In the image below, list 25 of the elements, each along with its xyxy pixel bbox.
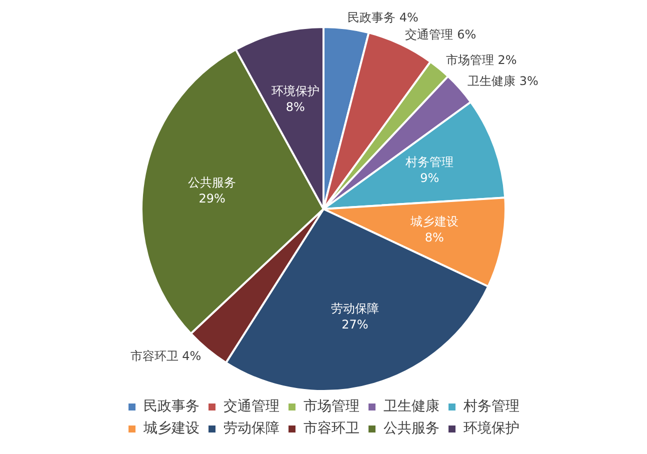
category-label: 交通管理 6% (405, 27, 476, 42)
legend-label: 环境保护 (464, 420, 520, 437)
category-label: 市场管理 2% (446, 53, 517, 68)
slice-label: 村务管理 (404, 154, 454, 169)
slice-label: 环境保护 (271, 84, 320, 98)
legend-label: 村务管理 (462, 398, 520, 415)
data-label: 9% (420, 170, 440, 185)
legend-label: 交通管理 (224, 398, 280, 415)
slice-label: 劳动保障 (330, 301, 379, 316)
legend-label: 市场管理 (304, 398, 360, 415)
data-label: 27% (342, 317, 368, 332)
legend-label: 城乡建设 (142, 420, 200, 437)
legend-label: 劳动保障 (224, 420, 280, 437)
data-label: 8% (286, 100, 305, 114)
data-label: 29% (198, 191, 226, 206)
category-label: 民政事务 4% (348, 10, 418, 25)
category-label: 卫生健康 3% (468, 74, 538, 88)
data-label: 8% (424, 230, 444, 244)
legend-label: 民政事务 (144, 398, 200, 415)
category-label: 市容环卫 4% (130, 349, 202, 364)
legend-label: 公共服务 (384, 420, 440, 437)
legend-label: 市容环卫 (304, 420, 360, 437)
slice-label: 公共服务 (188, 175, 236, 190)
legend-label: 卫生健康 (384, 398, 440, 415)
slice-label: 城乡建设 (409, 214, 458, 228)
